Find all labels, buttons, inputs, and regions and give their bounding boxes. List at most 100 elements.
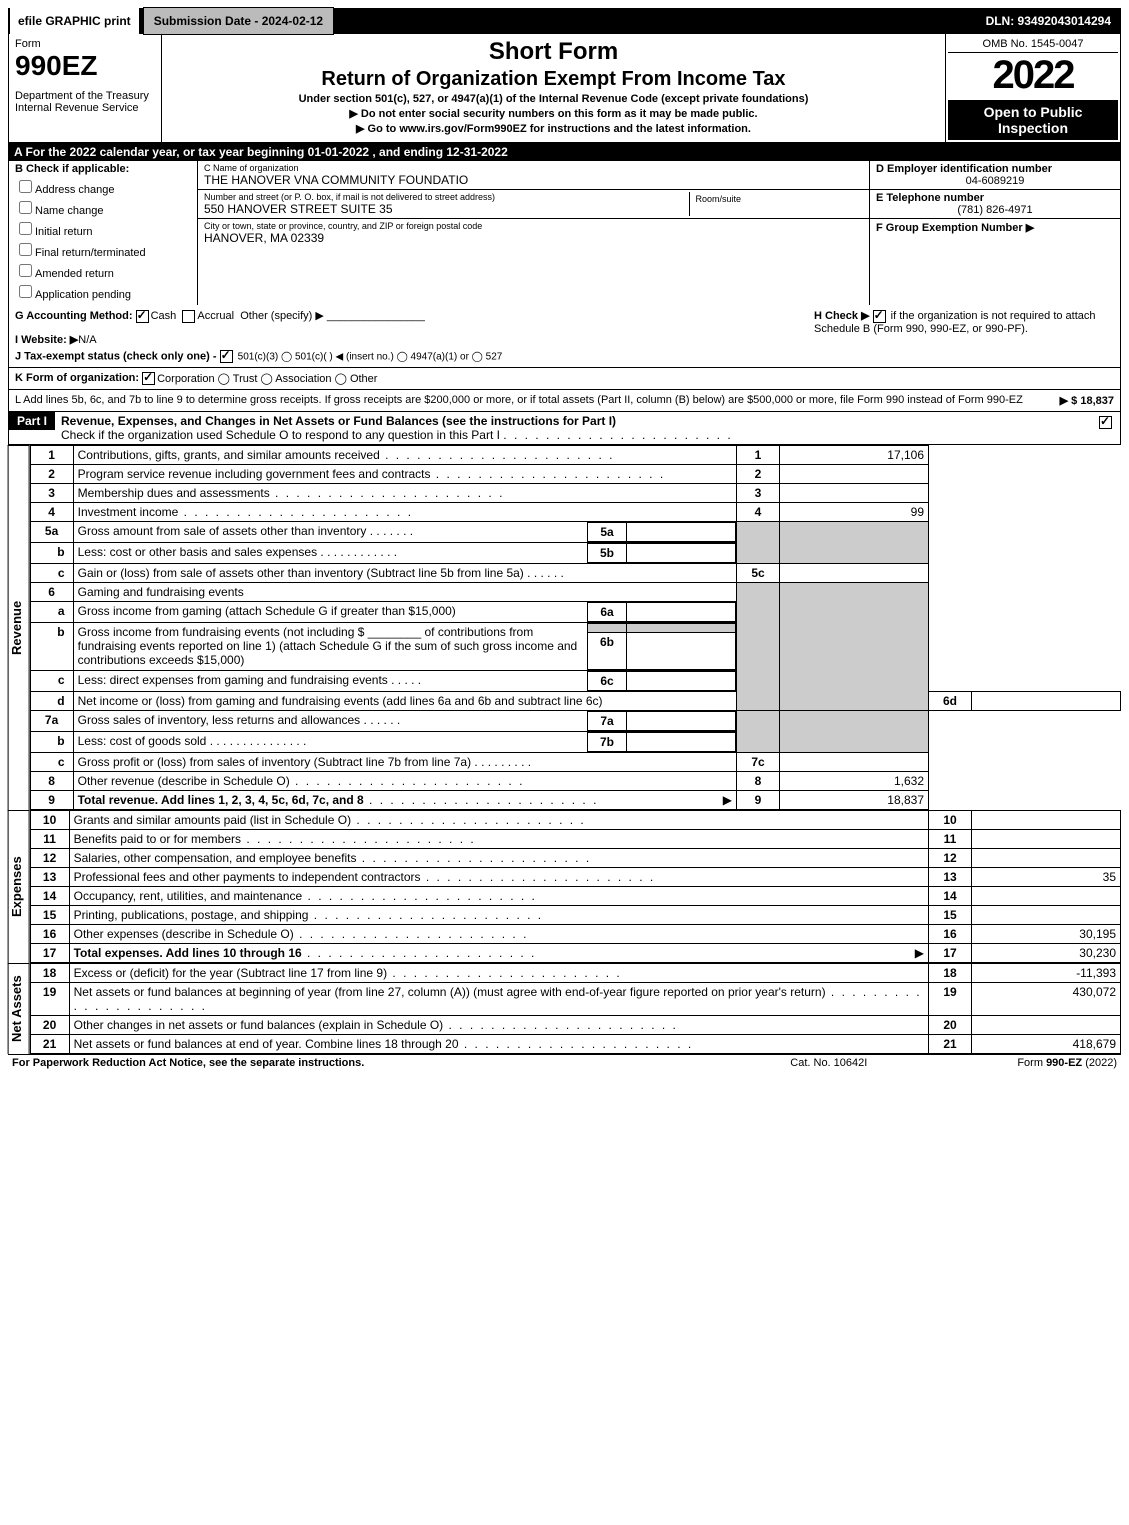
checkbox-cash[interactable] [136, 310, 149, 323]
checkbox-501c3[interactable] [220, 350, 233, 363]
line-14: 14Occupancy, rent, utilities, and mainte… [30, 886, 1120, 905]
group-label: F Group Exemption Number ▶ [876, 222, 1034, 234]
part-1-header-row: Part I Revenue, Expenses, and Changes in… [8, 412, 1121, 445]
row-h-schedule-b: H Check ▶ if the organization is not req… [804, 309, 1114, 363]
revenue-table: 1Contributions, gifts, grants, and simil… [30, 445, 1121, 810]
subtitle-ssn: ▶ Do not enter social security numbers o… [170, 107, 937, 120]
line-5a: 5aGross amount from sale of assets other… [30, 521, 1120, 542]
expenses-table: 10Grants and similar amounts paid (list … [30, 810, 1121, 963]
line-7a: 7aGross sales of inventory, less returns… [30, 710, 1120, 731]
top-bar: efile GRAPHIC print Submission Date - 20… [8, 8, 1121, 34]
line-4: 4Investment income499 [30, 502, 1120, 521]
room-suite-label: Room/suite [696, 194, 858, 204]
net-assets-section: Net Assets 18Excess or (deficit) for the… [8, 963, 1121, 1054]
section-c-org-info: C Name of organization THE HANOVER VNA C… [198, 161, 869, 305]
revenue-section: Revenue 1Contributions, gifts, grants, a… [8, 445, 1121, 810]
line-6: 6Gaming and fundraising events [30, 582, 1120, 601]
line-20: 20Other changes in net assets or fund ba… [30, 1015, 1120, 1034]
header-left: Form 990EZ Department of the Treasury In… [9, 34, 162, 142]
form-number: 990EZ [15, 50, 155, 82]
header-right: OMB No. 1545-0047 2022 Open to Public In… [945, 34, 1120, 142]
checkbox-final-return[interactable]: Final return/terminated [15, 240, 191, 259]
expenses-side-label: Expenses [8, 810, 30, 963]
net-assets-side-label: Net Assets [8, 963, 30, 1054]
expenses-section: Expenses 10Grants and similar amounts pa… [8, 810, 1121, 963]
line-11: 11Benefits paid to or for members11 [30, 829, 1120, 848]
line-5b: bLess: cost or other basis and sales exp… [30, 542, 1120, 563]
open-inspection-badge: Open to Public Inspection [948, 100, 1118, 140]
row-k-form-org: K Form of organization: Corporation ◯ Tr… [8, 368, 1121, 390]
line-5c: cGain or (loss) from sale of assets othe… [30, 563, 1120, 582]
submission-date: Submission Date - 2024-02-12 [143, 7, 334, 35]
section-d-e-f: D Employer identification number 04-6089… [869, 161, 1120, 305]
gross-receipts-amount: ▶ $ 18,837 [1060, 394, 1114, 407]
line-6c: cLess: direct expenses from gaming and f… [30, 670, 1120, 691]
dln-number: DLN: 93492043014294 [986, 14, 1119, 28]
checkbox-schedule-b[interactable] [873, 310, 886, 323]
ein-cell: D Employer identification number 04-6089… [870, 161, 1120, 190]
catalog-number: Cat. No. 10642I [790, 1057, 867, 1069]
checkbox-address-change[interactable]: Address change [15, 177, 191, 196]
section-b-checkboxes: B Check if applicable: Address change Na… [9, 161, 198, 305]
line-19: 19Net assets or fund balances at beginni… [30, 982, 1120, 1015]
line-3: 3Membership dues and assessments3 [30, 483, 1120, 502]
line-6d: dNet income or (loss) from gaming and fu… [30, 691, 1120, 710]
line-15: 15Printing, publications, postage, and s… [30, 905, 1120, 924]
org-name-label: C Name of organization [204, 163, 863, 173]
checkbox-accrual[interactable] [182, 310, 195, 323]
street-row: Number and street (or P. O. box, if mail… [198, 190, 869, 219]
tax-year: 2022 [948, 53, 1118, 98]
line-2: 2Program service revenue including gover… [30, 464, 1120, 483]
line-9: 9Total revenue. Add lines 1, 2, 3, 4, 5c… [30, 790, 1120, 809]
line-7c: cGross profit or (loss) from sales of in… [30, 752, 1120, 771]
ein-value: 04-6089219 [876, 175, 1114, 187]
info-strip-ghi: G Accounting Method: Cash Accrual Other … [8, 305, 1121, 368]
line-12: 12Salaries, other compensation, and empl… [30, 848, 1120, 867]
tel-value: (781) 826-4971 [876, 204, 1114, 216]
city-cell: City or town, state or province, country… [198, 219, 869, 247]
checkbox-name-change[interactable]: Name change [15, 198, 191, 217]
telephone-cell: E Telephone number (781) 826-4971 [870, 190, 1120, 219]
line-1: 1Contributions, gifts, grants, and simil… [30, 445, 1120, 464]
row-l-gross-receipts: L Add lines 5b, 6c, and 7b to line 9 to … [8, 390, 1121, 412]
line-6a: aGross income from gaming (attach Schedu… [30, 601, 1120, 622]
line-16: 16Other expenses (describe in Schedule O… [30, 924, 1120, 943]
part-1-badge: Part I [9, 412, 55, 430]
net-assets-table: 18Excess or (deficit) for the year (Subt… [30, 963, 1121, 1054]
paperwork-notice: For Paperwork Reduction Act Notice, see … [12, 1057, 364, 1069]
line-8: 8Other revenue (describe in Schedule O)8… [30, 771, 1120, 790]
city-label: City or town, state or province, country… [204, 221, 863, 231]
omb-number: OMB No. 1545-0047 [948, 36, 1118, 53]
row-j-tax-status: J Tax-exempt status (check only one) - 5… [15, 350, 804, 363]
form-header: Form 990EZ Department of the Treasury In… [8, 34, 1121, 143]
efile-print-label[interactable]: efile GRAPHIC print [10, 8, 139, 34]
checkbox-amended-return[interactable]: Amended return [15, 261, 191, 280]
subtitle-section: Under section 501(c), 527, or 4947(a)(1)… [170, 93, 937, 105]
checkbox-initial-return[interactable]: Initial return [15, 219, 191, 238]
subtitle-url[interactable]: ▶ Go to www.irs.gov/Form990EZ for instru… [170, 122, 937, 135]
title-short-form: Short Form [170, 38, 937, 66]
page-footer: For Paperwork Reduction Act Notice, see … [8, 1054, 1121, 1071]
form-ref-footer: Form 990-EZ (2022) [1017, 1057, 1117, 1069]
line-7b: bLess: cost of goods sold . . . . . . . … [30, 731, 1120, 752]
line-6b: bGross income from fundraising events (n… [30, 622, 1120, 670]
checkbox-application-pending[interactable]: Application pending [15, 282, 191, 301]
form-label: Form [15, 38, 155, 50]
checkbox-corporation[interactable] [142, 372, 155, 385]
ein-label: D Employer identification number [876, 163, 1114, 175]
checkbox-schedule-o[interactable] [1099, 416, 1112, 429]
org-name-value: THE HANOVER VNA COMMUNITY FOUNDATIO [204, 173, 863, 187]
line-17: 17Total expenses. Add lines 10 through 1… [30, 943, 1120, 962]
city-value: HANOVER, MA 02339 [204, 231, 863, 245]
part-1-checknote: Check if the organization used Schedule … [61, 428, 500, 442]
title-return: Return of Organization Exempt From Incom… [170, 68, 937, 91]
street-value: 550 HANOVER STREET SUITE 35 [204, 202, 689, 216]
group-exemption-cell: F Group Exemption Number ▶ [870, 219, 1120, 236]
part-1-title: Revenue, Expenses, and Changes in Net As… [61, 414, 616, 428]
revenue-side-label: Revenue [8, 445, 30, 810]
tel-label: E Telephone number [876, 192, 1114, 204]
header-center: Short Form Return of Organization Exempt… [162, 34, 945, 142]
line-13: 13Professional fees and other payments t… [30, 867, 1120, 886]
line-21: 21Net assets or fund balances at end of … [30, 1034, 1120, 1053]
row-g-accounting: G Accounting Method: Cash Accrual Other … [15, 309, 804, 323]
